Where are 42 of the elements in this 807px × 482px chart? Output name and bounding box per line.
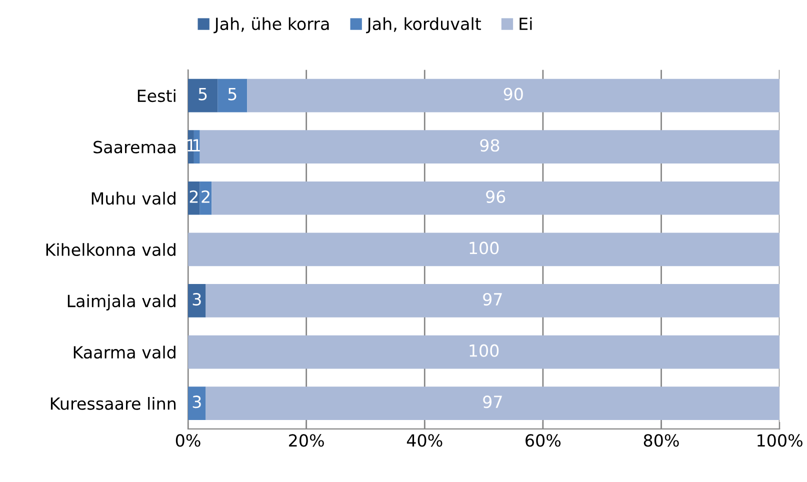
x-tick-label: 0% (176, 434, 200, 447)
data-label: 100 (470, 242, 499, 254)
data-label: 5 (198, 88, 207, 100)
legend-label: Jah, ühe korra (214, 17, 329, 34)
x-tick-label: 100% (758, 434, 802, 447)
x-tick-label: 40% (406, 434, 442, 447)
y-tick-label: Saaremaa (94, 140, 176, 154)
bar (188, 335, 780, 369)
bar (200, 130, 780, 164)
y-tick-label: Kaarma vald (74, 346, 176, 359)
bar (188, 284, 206, 318)
data-label: 1 (188, 139, 195, 152)
data-label: 3 (192, 292, 201, 306)
data-label: 5 (228, 88, 236, 100)
y-tick-label: Kihelkonna vald (46, 243, 176, 256)
data-label: 100 (470, 344, 499, 357)
x-tick-label: 80% (644, 434, 679, 447)
bar (247, 78, 780, 112)
bar (218, 78, 248, 112)
data-label: 96 (486, 190, 506, 203)
y-tick-label: Muhu vald (92, 192, 176, 205)
data-label: 98 (480, 139, 500, 152)
data-label: 97 (483, 396, 502, 408)
y-tick-label: Laimjala vald (68, 294, 176, 311)
y-tick-label: Eesti (138, 89, 176, 102)
x-tick-label: 20% (289, 434, 324, 447)
bar (206, 386, 780, 420)
bar (206, 284, 780, 318)
data-label: 90 (504, 88, 523, 100)
legend-label: Ei (520, 17, 532, 30)
legend-label: Jah, korduvalt (366, 17, 481, 34)
y-tick-label: Kuressaare linn (50, 397, 176, 410)
data-label: 1 (193, 139, 201, 152)
bar (188, 386, 206, 420)
bar (212, 181, 780, 215)
bar (188, 78, 218, 112)
data-label: 3 (192, 396, 201, 408)
data-label: 2 (190, 190, 198, 203)
bar (188, 232, 780, 266)
data-label: 2 (202, 190, 210, 203)
x-tick-label: 60% (526, 434, 561, 447)
data-label: 97 (483, 292, 502, 306)
